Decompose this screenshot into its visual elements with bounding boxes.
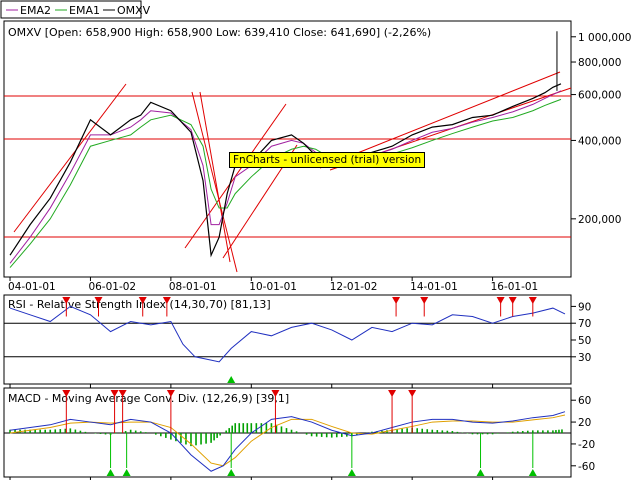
macd-buy-marker: [122, 469, 131, 476]
rsi-panel-title: RSI - Relative Strength Index (14,30,70)…: [8, 298, 271, 311]
rsi-sell-marker: [508, 297, 517, 304]
macd-panel-title: MACD - Moving Average Conv. Div. (12,26,…: [8, 392, 289, 405]
macd-buy-marker: [106, 469, 115, 476]
macd-sell-marker: [271, 390, 280, 397]
series-macd-line: [9, 411, 566, 472]
series-omxv-line: [9, 83, 562, 258]
price-tick-label: 200,000: [578, 214, 621, 226]
x-tick-label: 14-01-01: [410, 281, 458, 293]
macd-sell-marker: [166, 390, 175, 397]
macd-tick-label: -60: [578, 461, 595, 473]
price-panel-frame: [3, 20, 572, 278]
x-tick-label: 04-01-01: [8, 281, 56, 293]
legend-ema1-label: EMA1: [69, 4, 100, 17]
x-tick-label: 06-01-02: [88, 281, 136, 293]
price-support-lines: [4, 95, 571, 238]
rsi-tick-label: 70: [578, 318, 591, 330]
macd-sell-marker: [388, 390, 397, 397]
rsi-sell-marker: [138, 297, 147, 304]
trend-line: [184, 103, 287, 249]
x-axis: 04-01-01 06-01-02 08-01-01 10-01-01 12-01-02…: [8, 277, 539, 481]
price-tick-label: 800,000: [578, 57, 621, 69]
x-tick-label: 12-01-02: [330, 281, 378, 293]
rsi-tick-label: 90: [578, 301, 591, 313]
macd-buy-marker: [227, 469, 236, 476]
macd-buy-marker: [528, 469, 537, 476]
trend-line: [191, 91, 238, 273]
price-tick-label: 1 000,000: [578, 32, 631, 44]
macd-tick-label: 60: [578, 395, 591, 407]
legend-omxv-label: OMXV: [117, 4, 151, 17]
rsi-sell-marker: [94, 297, 103, 304]
trial-watermark: FnCharts - unlicensed (trial) version: [229, 152, 426, 168]
series-ema2-line: [9, 90, 562, 264]
price-tick-label: 600,000: [578, 90, 621, 102]
trend-line: [199, 91, 231, 263]
macd-sell-marker: [118, 390, 127, 397]
price-axis: 1 000,000 800,000 600,000 400,000 200,000: [571, 32, 631, 226]
rsi-sell-marker: [528, 297, 537, 304]
macd-tick-label: -20: [578, 439, 595, 451]
price-panel-title: OMXV [Open: 658,900 High: 658,900 Low: 6…: [8, 26, 431, 39]
macd-tick-label: 20: [578, 417, 591, 429]
x-tick-label: 16-01-01: [491, 281, 539, 293]
rsi-buy-marker: [227, 376, 236, 383]
rsi-sell-marker: [496, 297, 505, 304]
rsi-tick-label: 30: [578, 352, 591, 364]
series-rsi-line: [9, 305, 566, 363]
macd-sell-marker: [62, 390, 71, 397]
legend-frame: [0, 0, 142, 19]
macd-buy-marker: [476, 469, 485, 476]
macd-plot: 60 20 -20 -60: [4, 390, 595, 476]
x-tick-label: 08-01-01: [169, 281, 217, 293]
macd-sell-marker: [110, 390, 119, 397]
macd-buy-marker: [347, 469, 356, 476]
rsi-sell-marker: [62, 297, 71, 304]
legend-ema2-label: EMA2: [20, 4, 51, 17]
rsi-sell-marker: [420, 297, 429, 304]
price-tick-label: 400,000: [578, 135, 621, 147]
rsi-panel-frame: [3, 294, 572, 385]
rsi-tick-label: 50: [578, 335, 591, 347]
x-tick-label: 10-01-01: [249, 281, 297, 293]
series-signal-line: [9, 414, 566, 467]
trend-line: [13, 83, 127, 233]
macd-sell-marker: [408, 390, 417, 397]
legend: EMA2 EMA1 OMXV: [6, 4, 151, 17]
rsi-sell-marker: [162, 297, 171, 304]
rsi-plot: 90 70 50 30: [4, 297, 591, 383]
rsi-sell-marker: [392, 297, 401, 304]
frames: [0, 0, 572, 478]
